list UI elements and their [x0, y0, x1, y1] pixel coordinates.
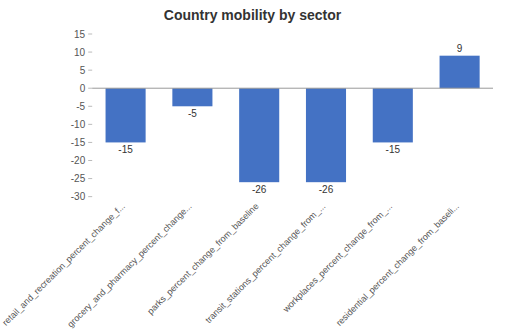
x-tick-label: grocery_and_pharmacy_percent_change...: [65, 201, 193, 329]
x-tick-label: retail_and_recreation_percent_change_f..…: [0, 201, 127, 328]
y-tick-label: -20: [71, 155, 86, 166]
y-tick: [88, 106, 92, 107]
y-tick: [88, 142, 92, 143]
y-tick-label: -5: [76, 101, 85, 112]
bar: [172, 88, 212, 106]
y-tick-label: 5: [80, 65, 86, 76]
y-tick-label: -10: [71, 119, 86, 130]
y-axis: -30 -25 -20 -15 -10 -5 0 5 10 15: [71, 29, 92, 203]
y-tick: [88, 196, 92, 197]
bar: [106, 88, 146, 142]
data-label: -15: [118, 144, 133, 155]
y-tick-label: 10: [74, 47, 86, 58]
bar: [373, 88, 413, 142]
y-tick-label: -15: [71, 137, 86, 148]
zero-line: [92, 88, 493, 89]
x-tick-label: workplaces_percent_change_from_...: [280, 201, 394, 315]
data-label: -26: [319, 184, 334, 195]
chart: Country mobility by sector-30-25-20-15-1…: [0, 0, 505, 334]
y-tick-label: -30: [71, 191, 86, 202]
y-tick: [88, 34, 92, 35]
y-tick-label: -25: [71, 173, 86, 184]
y-tick: [88, 160, 92, 161]
title: Country mobility by sector: [164, 7, 342, 23]
data-label: -15: [386, 144, 401, 155]
data-label: -26: [252, 184, 267, 195]
data-label: -5: [188, 108, 197, 119]
y-tick: [88, 178, 92, 179]
page: {"chart_data": {"type": "bar", "title": …: [0, 0, 505, 334]
y-tick: [88, 70, 92, 71]
x-tick-labels: retail_and_recreation_percent_change_f..…: [0, 201, 461, 329]
y-tick-label: 15: [74, 29, 86, 40]
x-tick-label: residential_percent_change_from_baseli..…: [334, 201, 461, 328]
bar: [306, 88, 346, 182]
x-tick-label: transit_stations_percent_change_from_...: [203, 201, 327, 325]
y-tick: [88, 52, 92, 53]
data-label: 9: [457, 43, 463, 54]
y-tick: [88, 124, 92, 125]
bar: [239, 88, 279, 182]
x-tick-label: parks_percent_change_from_baseline: [145, 201, 260, 316]
bar: [440, 56, 480, 89]
data-labels: -15 -5 -26 -26 -15 9: [118, 43, 462, 195]
y-tick: [88, 88, 92, 89]
bars: [106, 56, 480, 182]
y-tick-label: 0: [80, 83, 86, 94]
